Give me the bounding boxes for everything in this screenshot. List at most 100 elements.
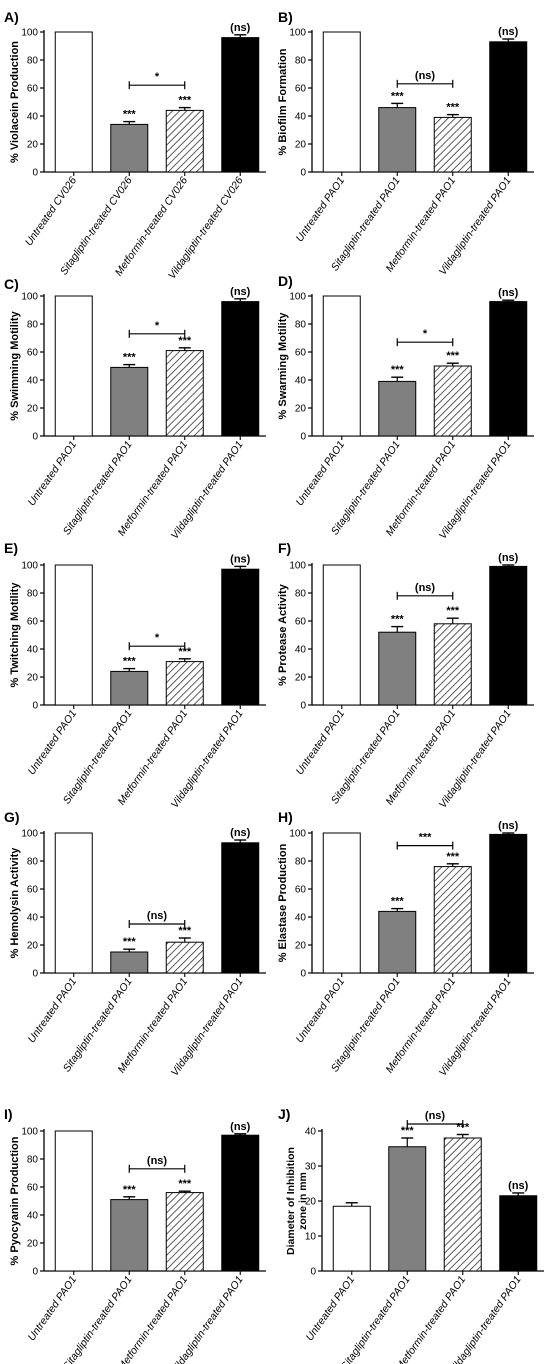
panel-label: I) (4, 1106, 13, 1122)
y-tick-label: 80 (295, 857, 307, 868)
y-axis-label: % Biofilm Formation (277, 48, 289, 155)
y-tick-label: 100 (289, 829, 306, 840)
bar (489, 833, 528, 974)
panel-label: A) (4, 9, 19, 25)
comparison-label: (ns) (147, 910, 168, 922)
bar (110, 123, 149, 173)
bar (322, 564, 361, 706)
y-tick-label: 100 (21, 1127, 38, 1138)
bar (378, 631, 417, 706)
y-tick-label: 40 (27, 376, 39, 387)
significance-label: (ns) (230, 286, 251, 298)
y-tick-label: 100 (21, 28, 38, 39)
chart-panel: C) 0 20 40 60 80 100% Swimming Motility Untreat… (4, 276, 266, 542)
x-tick-label: Untreated PAO1 (304, 1274, 358, 1343)
significance-label: *** (391, 896, 405, 908)
y-tick-label: 60 (295, 348, 307, 359)
bar (165, 941, 204, 974)
bar (332, 1205, 371, 1272)
bar (221, 842, 260, 974)
bar (433, 623, 472, 706)
comparison-label: (ns) (415, 582, 436, 594)
y-tick-label: 20 (27, 941, 39, 952)
bar (54, 31, 93, 173)
y-axis-label: zone in mm (297, 1172, 309, 1230)
significance-label: *** (123, 352, 137, 364)
chart-panel: H) 0 20 40 60 80 100% Elastase Production Untre… (277, 809, 534, 1079)
bar (433, 116, 472, 173)
significance-label: *** (123, 1184, 137, 1196)
y-tick-label: 20 (295, 404, 307, 415)
y-tick-label: 60 (27, 348, 39, 359)
bar (165, 1192, 204, 1272)
y-axis-label: % Pyocyanin Production (9, 1136, 21, 1265)
bar (110, 366, 149, 437)
significance-label: (ns) (230, 22, 251, 34)
y-tick-label: 40 (295, 913, 307, 924)
x-tick-label: Untreated PAO1 (26, 976, 80, 1045)
y-tick-label: 0 (32, 701, 38, 712)
significance-label: *** (391, 614, 405, 626)
significance-label: (ns) (498, 820, 519, 832)
bar (54, 832, 93, 974)
y-tick-label: 20 (295, 140, 307, 151)
bar (489, 565, 528, 706)
significance-label: *** (391, 90, 405, 102)
bar (165, 661, 204, 706)
significance-label: (ns) (230, 1121, 251, 1133)
significance-label: *** (123, 656, 137, 668)
y-axis-label: % Elastase Production (277, 843, 289, 962)
bar (378, 107, 417, 173)
bar (499, 1195, 538, 1272)
significance-label: (ns) (230, 553, 251, 565)
bar (489, 301, 528, 437)
significance-label: (ns) (498, 26, 519, 38)
y-tick-label: 20 (27, 1239, 39, 1250)
panel-label: H) (278, 809, 293, 825)
y-tick-label: 40 (27, 112, 39, 123)
y-tick-label: 60 (295, 617, 307, 628)
y-tick-label: 0 (32, 432, 38, 443)
y-tick-label: 100 (289, 561, 306, 572)
x-tick-label: Untreated PAO1 (26, 708, 80, 777)
chart-panel: I) 0 20 40 60 80 100% Pyocyanin Production Untr… (4, 1106, 266, 1364)
bar (110, 951, 149, 974)
panel-label: F) (278, 540, 291, 556)
bar (489, 41, 528, 173)
y-tick-label: 0 (310, 1267, 316, 1278)
y-tick-label: 0 (300, 969, 306, 980)
chart-panel: E) 0 20 40 60 80 100% Twitching Motility Untrea… (4, 540, 266, 811)
bar (388, 1146, 427, 1272)
y-tick-label: 40 (295, 112, 307, 123)
bar (165, 350, 204, 437)
bar (110, 670, 149, 706)
significance-label: (ns) (498, 552, 519, 564)
bar (54, 1130, 93, 1272)
y-axis-label: Diameter of Inhibition (285, 1147, 297, 1255)
bar (54, 564, 93, 706)
bar (378, 910, 417, 974)
y-tick-label: 10 (305, 1232, 317, 1243)
y-tick-label: 80 (295, 320, 307, 331)
significance-label: *** (446, 605, 460, 617)
bar (322, 832, 361, 974)
bar (221, 568, 260, 706)
x-tick-label: Untreated PAO1 (294, 708, 348, 777)
y-tick-label: 0 (300, 432, 306, 443)
x-tick-label: Untreated PAO1 (26, 439, 80, 508)
comparison-label: (ns) (147, 1155, 168, 1167)
y-tick-label: 40 (27, 913, 39, 924)
y-tick-label: 100 (21, 292, 38, 303)
y-tick-label: 20 (27, 673, 39, 684)
panel-label: C) (4, 276, 19, 292)
chart-panel: A) 0 20 40 60 80 100% Violacein ProductionUntr… (4, 9, 266, 282)
bar (433, 866, 472, 974)
panel-label: D) (278, 273, 293, 289)
significance-label: *** (446, 102, 460, 114)
panel-label: J) (278, 1106, 290, 1122)
y-axis-label: % Swimming Motility (9, 310, 21, 420)
bar (54, 295, 93, 437)
y-tick-label: 20 (305, 1197, 317, 1208)
chart-panel: B) 0 20 40 60 80 100% Biofilm Formation Untreat… (277, 9, 534, 278)
